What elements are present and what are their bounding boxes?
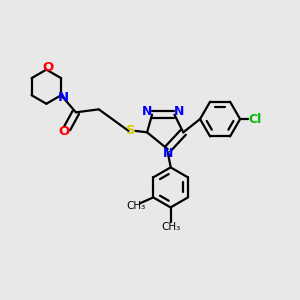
Text: O: O bbox=[42, 61, 53, 74]
Text: Cl: Cl bbox=[248, 112, 261, 126]
Text: O: O bbox=[58, 125, 70, 138]
Text: S: S bbox=[126, 124, 136, 137]
Text: N: N bbox=[142, 105, 152, 118]
Text: N: N bbox=[174, 105, 184, 118]
Text: CH₃: CH₃ bbox=[126, 201, 145, 211]
Text: CH₃: CH₃ bbox=[161, 222, 180, 232]
Text: N: N bbox=[163, 147, 173, 160]
Text: N: N bbox=[58, 91, 69, 104]
